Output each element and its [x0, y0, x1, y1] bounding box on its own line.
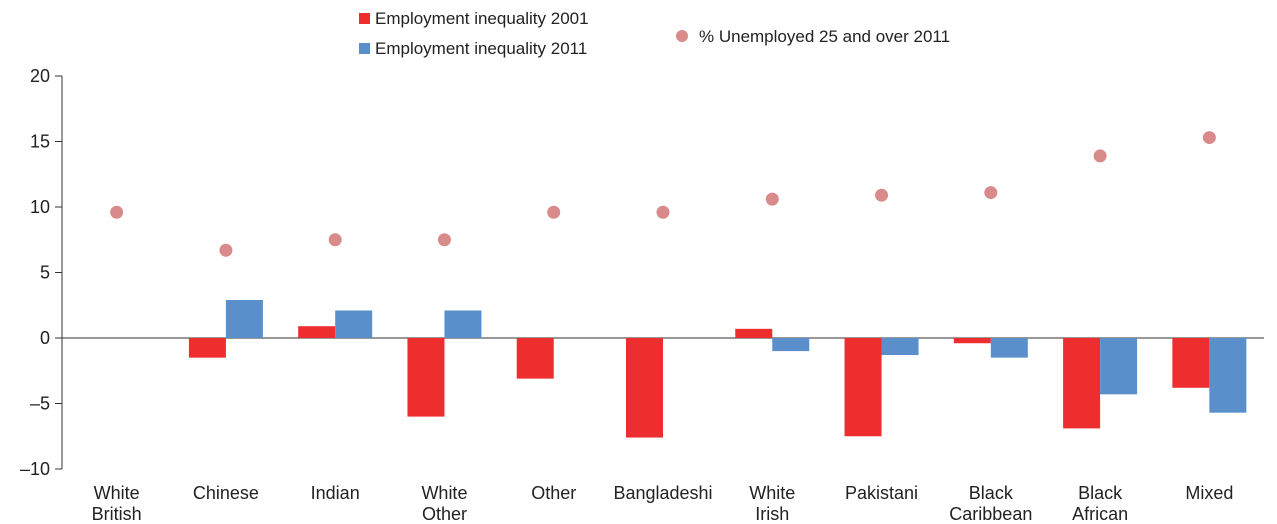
unemployed-point: [875, 188, 889, 202]
y-tick-label: 0: [40, 328, 50, 348]
bar-2011: [1100, 338, 1138, 395]
bar-2011: [1209, 338, 1247, 413]
y-tick-label: –5: [30, 394, 50, 414]
category-label-line: British: [92, 504, 142, 524]
bar-2001: [735, 328, 773, 338]
bars: [188, 300, 1247, 438]
legend-label-2011: Employment inequality 2011: [375, 39, 587, 58]
bar-2011: [990, 338, 1028, 358]
category-label: Other: [531, 483, 576, 503]
bar-2001: [407, 338, 445, 417]
legend-label-unemployed: % Unemployed 25 and over 2011: [699, 27, 950, 46]
category-label-line: Bangladeshi: [613, 483, 712, 503]
bar-2001: [844, 338, 882, 437]
category-label-line: Black: [969, 483, 1014, 503]
category-label-line: White: [421, 483, 467, 503]
legend-swatch-2011: [359, 43, 370, 54]
category-label: Chinese: [193, 483, 259, 503]
category-label-line: Pakistani: [845, 483, 918, 503]
y-tick-label: 15: [30, 132, 50, 152]
category-label: Pakistani: [845, 483, 918, 503]
category-label: Black Caribbean: [949, 483, 1032, 524]
bar-2011: [881, 338, 919, 356]
category-label-line: Chinese: [193, 483, 259, 503]
legend-label-2001: Employment inequality 2001: [375, 9, 589, 28]
unemployed-point: [656, 205, 670, 219]
y-tick-label: –10: [20, 459, 50, 479]
category-label-line: Caribbean: [949, 504, 1032, 524]
legend-swatch-2001: [359, 13, 370, 24]
y-tick-label: 5: [40, 263, 50, 283]
category-label-line: Mixed: [1185, 483, 1233, 503]
category-label: Black African: [1072, 483, 1128, 524]
category-label-line: Black: [1078, 483, 1123, 503]
y-tick-label: 10: [30, 197, 50, 217]
y-tick-label: 20: [30, 66, 50, 86]
category-label: Bangladeshi: [613, 483, 712, 503]
category-label-line: African: [1072, 504, 1128, 524]
legend-marker-unemployed: [676, 30, 688, 42]
points: [110, 131, 1216, 257]
category-label: White Irish: [749, 483, 795, 524]
category-label: Indian: [311, 483, 360, 503]
unemployed-point: [328, 233, 342, 247]
category-label: White Other: [421, 483, 467, 524]
bar-2001: [953, 338, 991, 344]
bar-2001: [298, 326, 336, 338]
bar-2011: [444, 310, 482, 338]
category-label-line: Irish: [755, 504, 789, 524]
bar-2011: [772, 338, 810, 352]
category-label-line: White: [749, 483, 795, 503]
unemployed-point: [110, 205, 124, 219]
unemployed-point: [219, 243, 233, 257]
bar-2001: [188, 338, 226, 358]
category-label-line: Other: [531, 483, 576, 503]
category-label-line: White: [94, 483, 140, 503]
unemployed-point: [765, 192, 779, 206]
unemployed-point: [547, 205, 561, 219]
category-label-line: Other: [422, 504, 467, 524]
unemployed-point: [984, 186, 998, 200]
unemployed-point: [437, 233, 451, 247]
legend: Employment inequality 2001 Employment ine…: [359, 9, 950, 58]
category-label-line: Indian: [311, 483, 360, 503]
bar-2001: [1172, 338, 1210, 388]
category-label: Mixed: [1185, 483, 1233, 503]
unemployed-point: [1202, 131, 1216, 145]
unemployed-point: [1093, 149, 1107, 163]
category-label: White British: [92, 483, 142, 524]
bar-2001: [626, 338, 663, 438]
bar-2011: [335, 310, 373, 338]
bar-2011: [225, 300, 263, 338]
bar-2001: [516, 338, 554, 379]
bar-2001: [1063, 338, 1101, 429]
